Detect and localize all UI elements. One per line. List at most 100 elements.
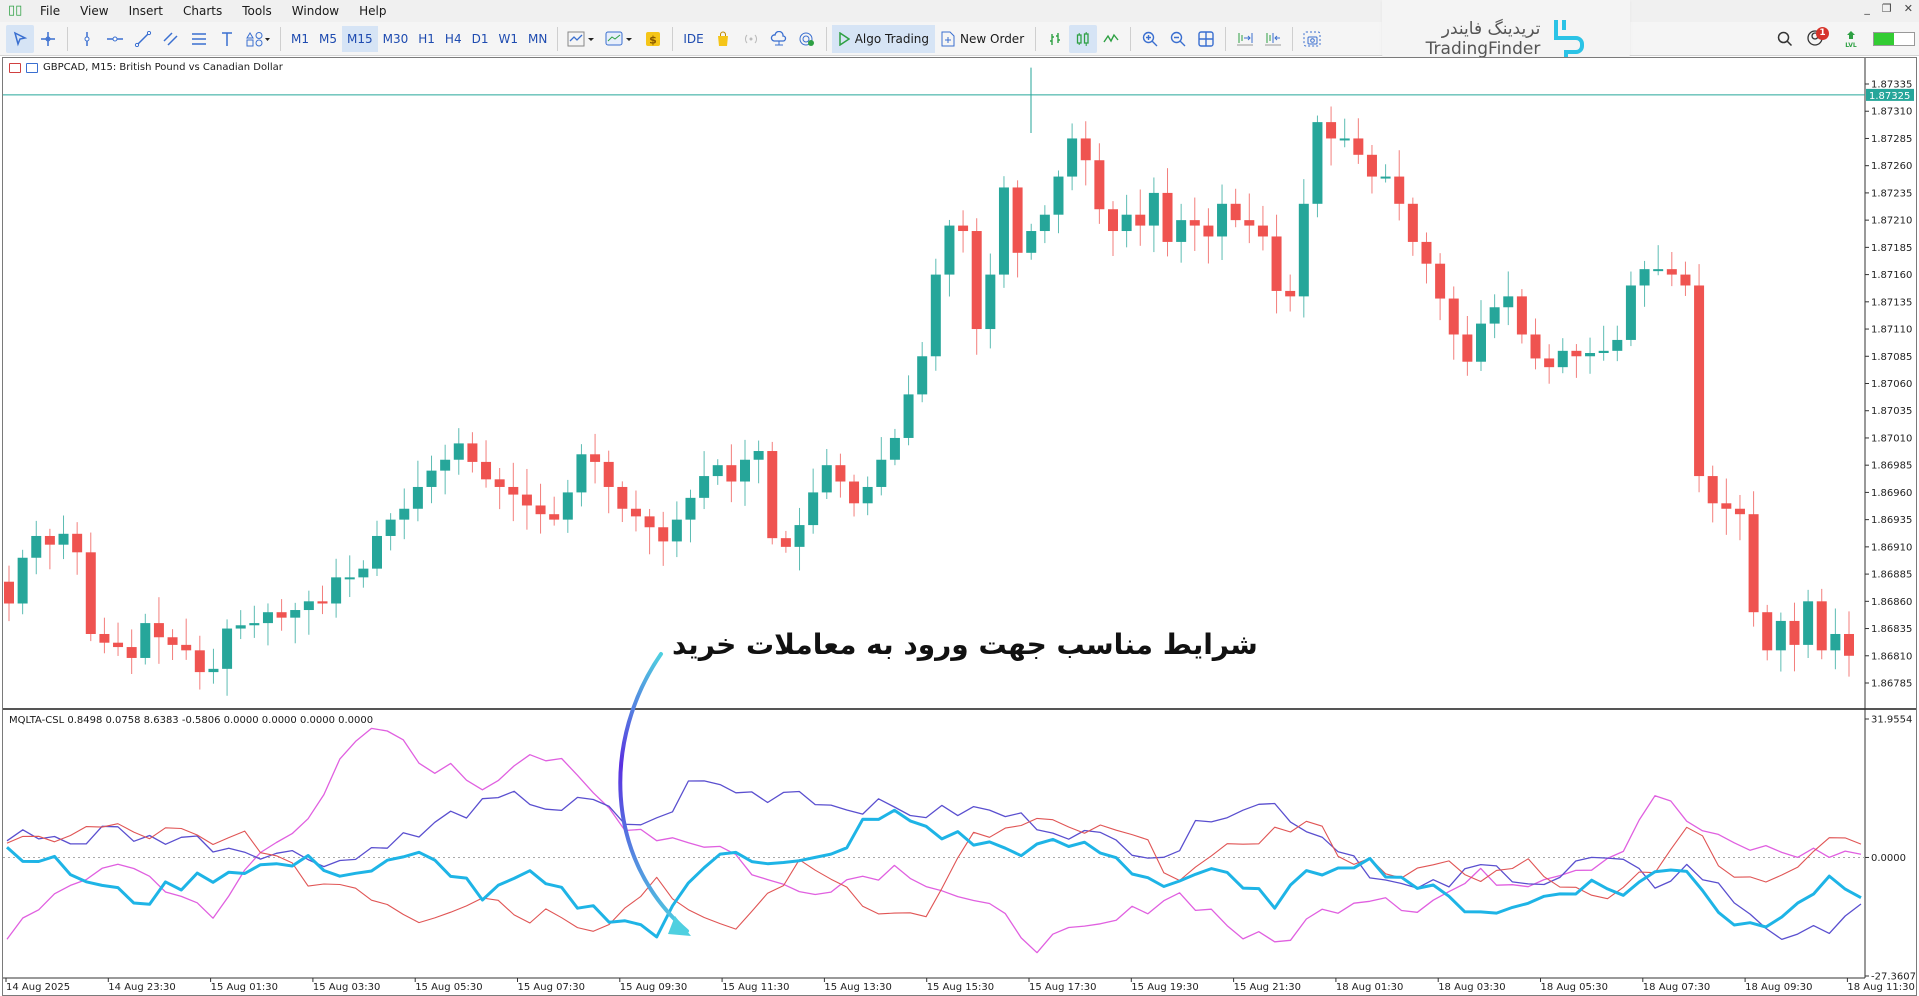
candle-body (835, 465, 846, 482)
ide-button[interactable]: IDE (683, 31, 704, 46)
timeframe-d1[interactable]: D1 (471, 31, 489, 46)
candle-body (58, 533, 69, 545)
algo-trading-button[interactable]: Algo Trading (831, 24, 936, 53)
menu-window[interactable]: Window (291, 4, 340, 18)
candle-body (617, 486, 628, 509)
toolbar-separator (557, 26, 559, 51)
line-chart-button[interactable] (1097, 25, 1125, 53)
signals-button[interactable] (737, 25, 765, 53)
candle-body (699, 476, 710, 498)
menu-insert[interactable]: Insert (128, 4, 163, 18)
timeframe-h1[interactable]: H1 (418, 31, 435, 46)
chart-shift-button[interactable] (1259, 25, 1287, 53)
chart-title: GBPCAD, M15: British Pound vs Canadian D… (9, 62, 283, 73)
cursor-tool-button[interactable] (6, 24, 34, 53)
templates-button[interactable] (601, 25, 639, 53)
shop-button[interactable] (709, 25, 737, 53)
candle-body (276, 612, 287, 618)
screenshot-button[interactable] (1298, 25, 1326, 53)
toolbar-separator (67, 26, 68, 51)
fibonacci-icon (192, 32, 206, 45)
candle-body (740, 459, 750, 482)
timeframe-mn[interactable]: MN (527, 31, 548, 46)
level-icon[interactable]: LVL (1843, 30, 1859, 48)
menu-help[interactable]: Help (359, 4, 387, 18)
price-tick-label: 1.86810 (1871, 651, 1912, 662)
candle-body (1053, 176, 1064, 215)
vertical-line-button[interactable] (73, 25, 101, 53)
line-chart-icon (1103, 33, 1119, 42)
vps-button[interactable] (765, 25, 793, 53)
chart-canvas[interactable]: 1.87335 1.87310 1.87285 1.87260 1.87235 1.872… (3, 58, 1916, 995)
autoscroll-icon (1237, 32, 1254, 45)
candle-body (1162, 192, 1173, 242)
algo-trading-label: Algo Trading (854, 31, 930, 46)
candle-body (1339, 138, 1350, 141)
timeframe-w1[interactable]: W1 (498, 31, 518, 46)
new-order-button[interactable]: New Order (935, 25, 1030, 53)
zoom-out-button[interactable] (1164, 25, 1192, 53)
candlestick-icon (1076, 31, 1089, 46)
horizontal-line-button[interactable] (101, 25, 129, 53)
menu-view[interactable]: View (80, 4, 109, 18)
indicators-button[interactable] (563, 25, 601, 53)
candle-body (1734, 508, 1745, 515)
timeframe-m5[interactable]: M5 (319, 31, 337, 46)
candle-body (794, 525, 805, 547)
annotation-arrow (618, 652, 689, 933)
text-button[interactable] (213, 25, 241, 53)
timeframe-m30[interactable]: M30 (382, 31, 409, 46)
candle-body (767, 451, 778, 539)
candle-body (1326, 122, 1337, 139)
autoscroll-button[interactable] (1231, 25, 1259, 53)
minimize-icon[interactable]: _ (1864, 2, 1870, 15)
timeframe-m1[interactable]: M1 (291, 31, 309, 46)
toolbar-right: 1 LVL (1777, 22, 1919, 56)
timeframe-h4[interactable]: H4 (444, 31, 462, 46)
time-tick-label: 14 Aug 2025 (6, 982, 70, 993)
candle-body (521, 494, 532, 506)
market-button[interactable]: $ (639, 25, 667, 53)
channel-button[interactable] (157, 25, 185, 53)
timeframe-m15[interactable]: M15 (342, 25, 378, 52)
candle-body (1257, 225, 1268, 237)
price-tick-label: 1.86985 (1871, 461, 1912, 472)
indicator-label: MQLTA-CSL 0.8498 0.0758 8.6383 -0.5806 0… (9, 715, 374, 726)
candle-body (1476, 323, 1486, 362)
menu-file[interactable]: File (40, 4, 61, 18)
restore-icon[interactable]: ❐ (1881, 2, 1892, 15)
candle-body (1353, 138, 1364, 155)
price-tick-label: 1.87085 (1871, 352, 1912, 363)
notifications-button[interactable]: 1 (1807, 27, 1829, 48)
candlestick-button[interactable] (1069, 24, 1098, 53)
candle-body (153, 623, 164, 638)
candle-body (372, 535, 382, 569)
market-watch-button[interactable] (793, 25, 821, 53)
time-tick-label: 15 Aug 01:30 (211, 982, 278, 993)
close-icon[interactable]: ✕ (1903, 2, 1913, 15)
search-icon[interactable] (1777, 31, 1793, 47)
candle-body (385, 519, 396, 536)
fibonacci-button[interactable] (185, 25, 213, 53)
indicator-tick-label: 0.0000 (1871, 853, 1906, 864)
trendline-button[interactable] (129, 25, 157, 53)
time-tick-label: 15 Aug 11:30 (722, 982, 789, 993)
candle-body (671, 519, 682, 542)
price-tick-label: 1.87235 (1871, 188, 1912, 199)
level-progress-bar (1873, 32, 1915, 46)
candle-body (467, 443, 478, 462)
zoom-out-icon (1170, 31, 1186, 46)
tile-windows-button[interactable] (1192, 25, 1220, 53)
price-tick-label: 1.87310 (1871, 107, 1912, 118)
menu-charts[interactable]: Charts (183, 4, 223, 18)
menu-tools[interactable]: Tools (242, 4, 272, 18)
shapes-button[interactable] (241, 25, 275, 53)
chart-window[interactable]: 1.87335 1.87310 1.87285 1.87260 1.87235 1.872… (2, 57, 1917, 996)
candle-body (1039, 214, 1050, 232)
crosshair-tool-button[interactable] (34, 25, 62, 53)
candle-body (72, 533, 83, 553)
trendline-icon (134, 30, 152, 47)
bar-chart-button[interactable] (1041, 25, 1069, 53)
candle-body (917, 356, 928, 395)
zoom-in-button[interactable] (1136, 25, 1164, 53)
